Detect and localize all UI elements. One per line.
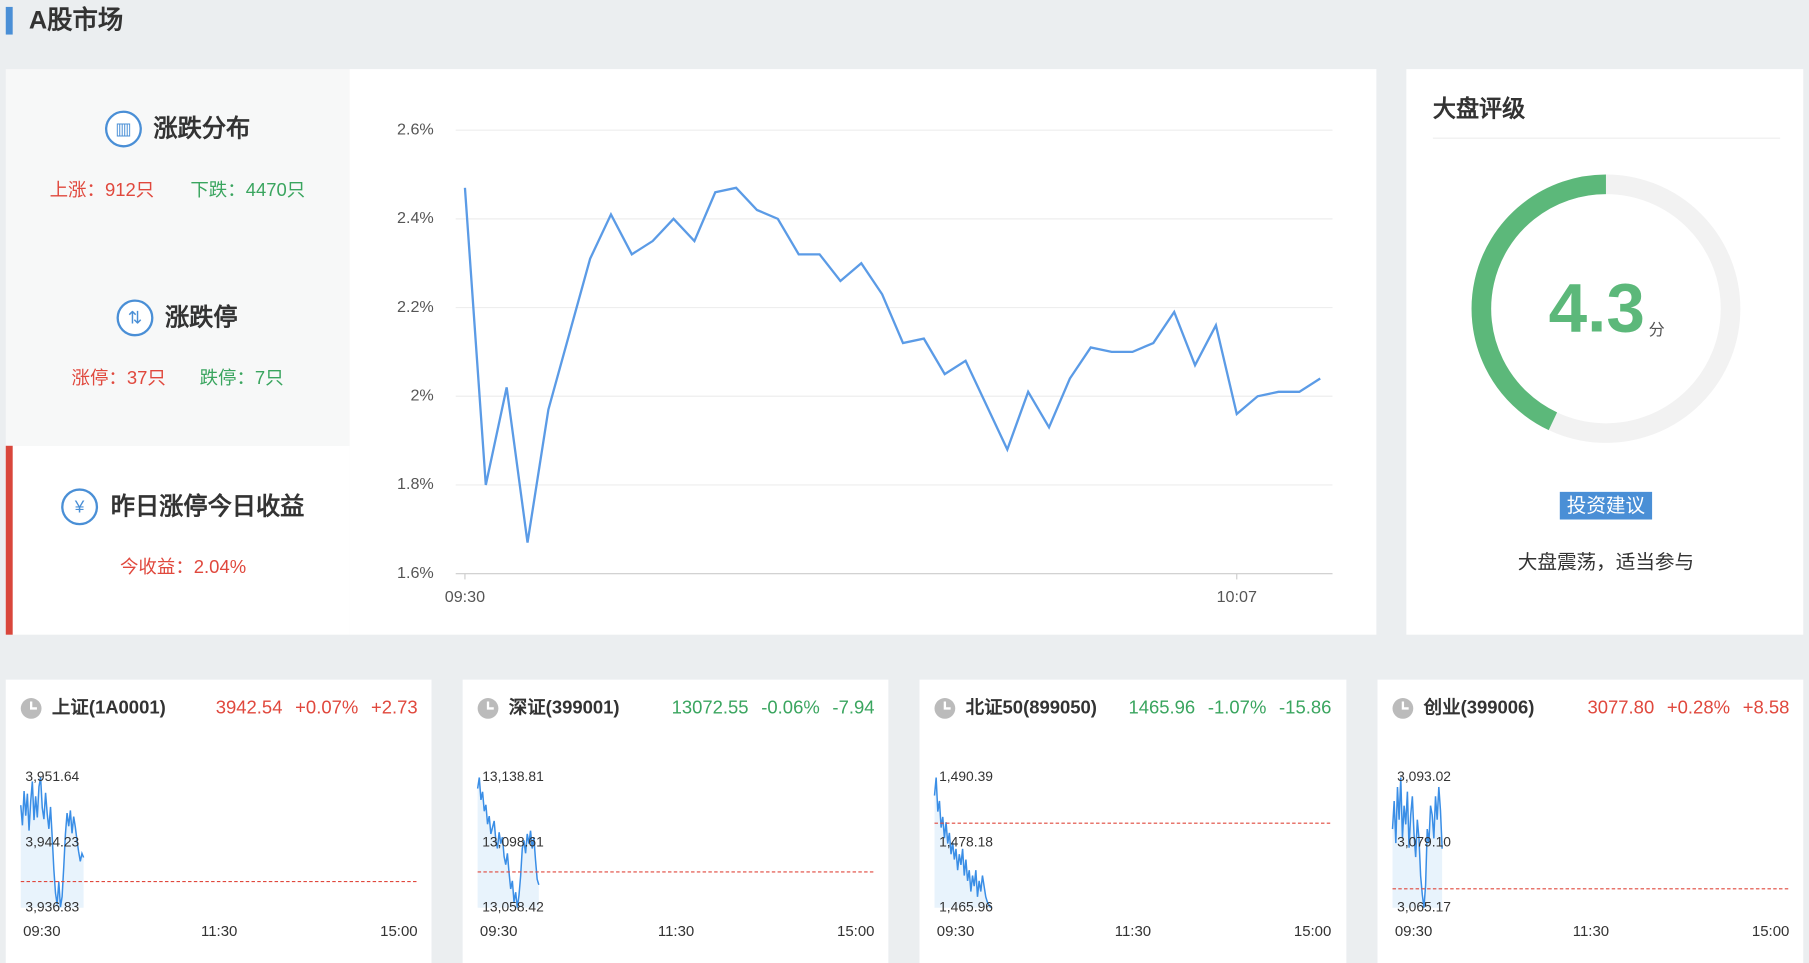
mini-y-label: 3,093.02 — [1397, 768, 1451, 784]
index-quote: 1465.96 -1.07% -15.86 — [1128, 696, 1331, 717]
clock-hands — [29, 701, 37, 710]
mini-x-label: 11:30 — [201, 923, 237, 940]
y-tick-label: 2.2% — [397, 298, 434, 316]
index-name: 上证(1A0001) — [52, 696, 166, 717]
summary-title: 涨跌分布 — [153, 115, 250, 143]
y-tick-label: 2.6% — [397, 120, 434, 138]
mini-x-label: 09:30 — [1395, 923, 1432, 940]
summary-icon-glyph: ¥ — [74, 497, 85, 517]
index-card — [919, 679, 1347, 963]
title-bar — [5, 6, 13, 35]
mini-x-label: 11:30 — [1115, 923, 1151, 940]
chart-panel — [349, 69, 1377, 635]
price: 13072.55 — [672, 696, 749, 717]
mini-y-label: 3,951.64 — [25, 768, 79, 784]
summary-icon — [61, 488, 99, 526]
summary-icon — [116, 299, 154, 337]
mini-y-label: 13,138.81 — [482, 768, 544, 784]
line-series — [463, 186, 1321, 543]
index-name: 创业(399006) — [1423, 696, 1535, 717]
change: +2.73 — [371, 696, 418, 717]
summary-title: 涨跌停 — [165, 303, 238, 331]
summary-icon-glyph: ⇅ — [128, 308, 142, 328]
mini-y-label: 1,490.39 — [939, 768, 993, 784]
rating-title: 大盘评级 — [1433, 96, 1525, 122]
mini-y-label: 13,098.61 — [482, 833, 544, 849]
price: 1465.96 — [1128, 696, 1195, 717]
advice: 大盘震荡，适当参与 — [1518, 551, 1694, 573]
pct: -0.06% — [761, 696, 819, 717]
mini-line — [933, 777, 992, 909]
mini-line — [476, 777, 540, 908]
price: 3077.80 — [1588, 696, 1655, 717]
index-quote: 3942.54 +0.07% +2.73 — [216, 696, 418, 717]
y-tick-label: 1.6% — [397, 564, 434, 582]
x-tick-label: 10:07 — [1217, 588, 1257, 606]
change: +8.58 — [1743, 696, 1790, 717]
x-tick-label: 09:30 — [445, 588, 485, 606]
mini-x-label: 09:30 — [937, 923, 974, 940]
mini-x-label: 09:30 — [480, 923, 517, 940]
index-card — [5, 679, 432, 963]
page-title: A股市场 — [29, 6, 123, 35]
pct: +0.07% — [295, 696, 358, 717]
pct: -1.07% — [1208, 696, 1266, 717]
mini-y-label: 1,465.96 — [939, 898, 993, 914]
change: -15.86 — [1279, 696, 1331, 717]
mini-x-label: 15:00 — [380, 923, 417, 940]
mini-y-label: 13,058.42 — [482, 898, 544, 914]
index-quote: 3077.80 +0.28% +8.58 — [1588, 696, 1790, 717]
mini-y-label: 3,079.10 — [1397, 833, 1451, 849]
clock-hands — [943, 701, 951, 710]
summary-icon-glyph: ▥ — [115, 119, 131, 139]
mini-y-label: 3,944.23 — [25, 833, 79, 849]
mini-y-label: 3,065.17 — [1397, 898, 1451, 914]
mini-x-label: 11:30 — [658, 923, 694, 940]
mini-x-label: 15:00 — [837, 923, 874, 940]
summary-item: 跌停：7只 — [200, 367, 284, 388]
mini-line — [20, 777, 85, 908]
mini-y-label: 3,936.83 — [25, 898, 79, 914]
score: 4.3 — [1549, 269, 1645, 347]
mini-y-label: 1,478.18 — [939, 833, 993, 849]
active-indicator — [5, 445, 13, 635]
price: 3942.54 — [216, 696, 283, 717]
gauge-arc — [1471, 174, 1606, 431]
summary-item: 涨停：37只 — [72, 367, 166, 388]
summary-panel-active — [5, 445, 350, 635]
mini-x-label: 09:30 — [23, 923, 60, 940]
mini-x-label: 15:00 — [1752, 923, 1789, 940]
clock-hands — [1401, 701, 1409, 710]
index-name: 北证50(899050) — [966, 696, 1097, 717]
rating-panel — [1406, 69, 1804, 635]
y-tick-label: 2% — [410, 387, 433, 405]
mini-area — [934, 777, 991, 908]
mini-area — [477, 777, 539, 908]
pct: +0.28% — [1667, 696, 1730, 717]
summary-title: 昨日涨停今日收益 — [111, 492, 305, 520]
index-card — [462, 679, 889, 963]
tag: 投资建议 — [1567, 495, 1646, 517]
y-tick-label: 2.4% — [397, 209, 434, 227]
mini-area — [1392, 777, 1443, 908]
summary-item: 上涨：912只 — [50, 179, 155, 200]
index-card — [1377, 679, 1804, 963]
clock-hands — [486, 701, 494, 710]
y-tick-label: 1.8% — [397, 475, 434, 493]
index-quote: 13072.55 -0.06% -7.94 — [672, 696, 875, 717]
summary-item: 今收益：2.04% — [120, 556, 246, 577]
tag-bg — [1559, 491, 1653, 520]
summary-item: 下跌：4470只 — [190, 179, 305, 200]
index-name: 深证(399001) — [509, 696, 620, 717]
score-unit: 分 — [1649, 321, 1665, 339]
mini-x-label: 11:30 — [1573, 923, 1609, 940]
mini-line — [1391, 777, 1443, 908]
summary-panel — [5, 69, 350, 446]
mini-x-label: 15:00 — [1294, 923, 1331, 940]
change: -7.94 — [832, 696, 874, 717]
summary-icon — [104, 110, 142, 148]
